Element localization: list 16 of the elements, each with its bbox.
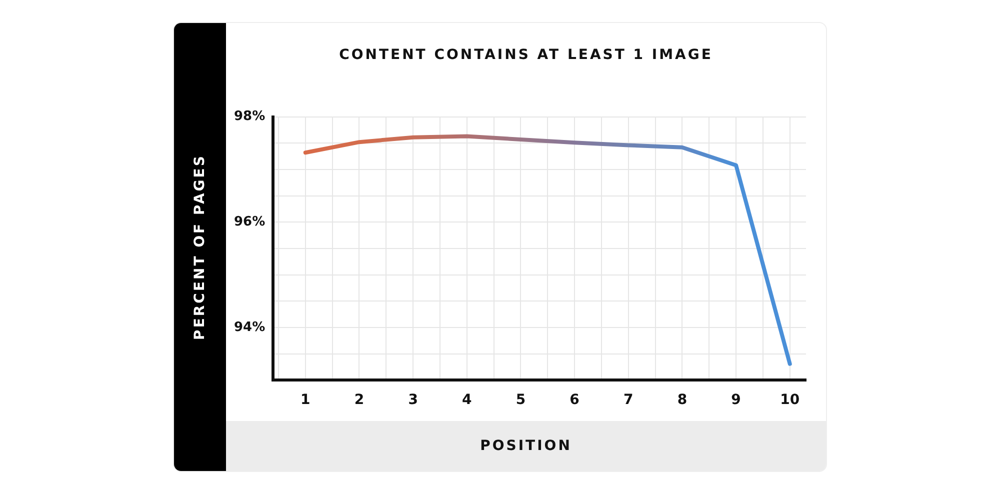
- x-tick-label: 7: [623, 392, 634, 408]
- x-axis-title: POSITION: [226, 421, 826, 471]
- chart-title: CONTENT CONTAINS AT LEAST 1 IMAGE: [338, 47, 714, 63]
- y-tick-label: 98%: [234, 109, 266, 124]
- y-tick-label: 96%: [234, 214, 266, 230]
- x-tick-label: 4: [462, 392, 472, 408]
- x-tick-label: 5: [516, 392, 526, 408]
- x-tick-label: 1: [300, 392, 310, 408]
- y-tick-label: 94%: [234, 320, 266, 335]
- x-tick-label: 9: [731, 392, 741, 408]
- x-tick-label: 6: [570, 392, 580, 408]
- x-tick-label: 8: [677, 392, 688, 408]
- x-tick-label: 3: [408, 392, 418, 408]
- x-tick-label: 2: [354, 392, 364, 408]
- y-axis-title: PERCENT OF PAGES: [192, 154, 208, 340]
- x-tick-label: 10: [780, 392, 800, 408]
